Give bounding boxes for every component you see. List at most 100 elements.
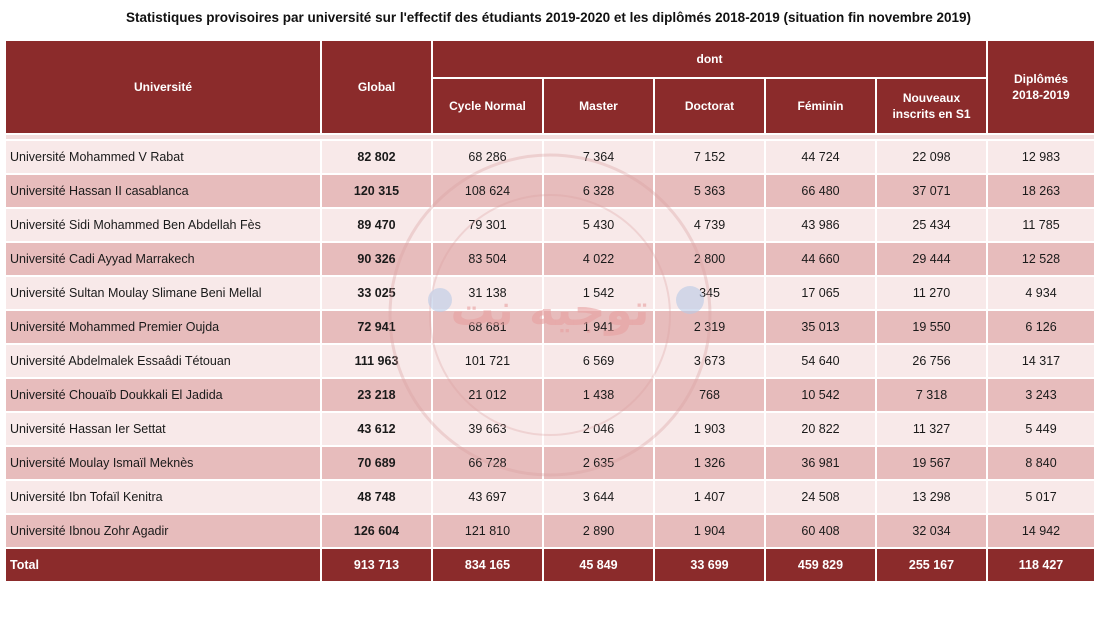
cell-name: Université Ibnou Zohr Agadir <box>4 513 322 549</box>
cell-global: 913 713 <box>320 547 433 583</box>
cell-nouveaux: 11 270 <box>875 275 988 311</box>
cell-cycle: 39 663 <box>431 411 544 447</box>
cell-feminin: 10 542 <box>764 377 877 413</box>
table-row: Université Hassan II casablanca 120 315 10… <box>4 173 1096 209</box>
cell-master: 5 430 <box>542 207 655 243</box>
table-row: Université Abdelmalek Essaâdi Tétouan 111… <box>4 343 1096 379</box>
cell-nouveaux: 19 567 <box>875 445 988 481</box>
cell-cycle: 68 681 <box>431 309 544 345</box>
cell-nouveaux: 26 756 <box>875 343 988 379</box>
header-doctorat: Doctorat <box>653 77 766 135</box>
header-dont: dont <box>431 39 988 79</box>
cell-global: 111 963 <box>320 343 433 379</box>
cell-nouveaux: 13 298 <box>875 479 988 515</box>
cell-feminin: 43 986 <box>764 207 877 243</box>
cell-nouveaux: 19 550 <box>875 309 988 345</box>
table-row: Université Ibnou Zohr Agadir 126 604 121 8… <box>4 513 1096 549</box>
header-nouveaux: Nouveaux inscrits en S1 <box>875 77 988 135</box>
header-nouveaux-line1: Nouveaux <box>902 91 961 105</box>
cell-cycle: 101 721 <box>431 343 544 379</box>
cell-name: Université Sultan Moulay Slimane Beni Me… <box>4 275 322 311</box>
cell-diplomes: 14 942 <box>986 513 1096 549</box>
cell-feminin: 44 660 <box>764 241 877 277</box>
cell-global: 70 689 <box>320 445 433 481</box>
cell-global: 90 326 <box>320 241 433 277</box>
cell-cycle: 21 012 <box>431 377 544 413</box>
cell-feminin: 44 724 <box>764 139 877 175</box>
cell-name: Université Mohammed V Rabat <box>4 139 322 175</box>
statistics-table: Université Global dont Diplômés 2018-201… <box>4 39 1096 583</box>
cell-doctorat: 4 739 <box>653 207 766 243</box>
cell-feminin: 35 013 <box>764 309 877 345</box>
table-row: Université Moulay Ismaïl Meknès 70 689 66 … <box>4 445 1096 481</box>
cell-diplomes: 11 785 <box>986 207 1096 243</box>
cell-global: 126 604 <box>320 513 433 549</box>
cell-diplomes: 12 528 <box>986 241 1096 277</box>
spacer-row <box>4 133 1096 141</box>
cell-feminin: 66 480 <box>764 173 877 209</box>
cell-nouveaux: 25 434 <box>875 207 988 243</box>
cell-doctorat: 2 800 <box>653 241 766 277</box>
cell-master: 2 635 <box>542 445 655 481</box>
cell-name: Université Cadi Ayyad Marrakech <box>4 241 322 277</box>
cell-nouveaux: 255 167 <box>875 547 988 583</box>
cell-master: 3 644 <box>542 479 655 515</box>
header-diplomes: Diplômés 2018-2019 <box>986 39 1096 135</box>
header-diplomes-line2: 2018-2019 <box>1012 88 1070 102</box>
cell-name: Université Mohammed Premier Oujda <box>4 309 322 345</box>
table-row: Université Mohammed V Rabat 82 802 68 286 7… <box>4 139 1096 175</box>
cell-diplomes: 8 840 <box>986 445 1096 481</box>
header-nouveaux-line2: inscrits en S1 <box>892 107 971 121</box>
cell-nouveaux: 37 071 <box>875 173 988 209</box>
cell-global: 72 941 <box>320 309 433 345</box>
cell-name: Université Moulay Ismaïl Meknès <box>4 445 322 481</box>
cell-master: 4 022 <box>542 241 655 277</box>
cell-master: 6 328 <box>542 173 655 209</box>
cell-name: Université Sidi Mohammed Ben Abdellah Fè… <box>4 207 322 243</box>
table-row: Université Chouaïb Doukkali El Jadida 23 … <box>4 377 1096 413</box>
cell-diplomes: 3 243 <box>986 377 1096 413</box>
table-row: Université Ibn Tofaïl Kenitra 48 748 43 69… <box>4 479 1096 515</box>
cell-name: Total <box>4 547 322 583</box>
cell-cycle: 83 504 <box>431 241 544 277</box>
cell-master: 1 542 <box>542 275 655 311</box>
cell-global: 82 802 <box>320 139 433 175</box>
cell-name: Université Hassan II casablanca <box>4 173 322 209</box>
cell-global: 48 748 <box>320 479 433 515</box>
cell-name: Université Abdelmalek Essaâdi Tétouan <box>4 343 322 379</box>
total-row: Total 913 713 834 165 45 849 33 699 459 829 25… <box>4 547 1096 583</box>
cell-cycle: 31 138 <box>431 275 544 311</box>
cell-cycle: 79 301 <box>431 207 544 243</box>
cell-cycle: 121 810 <box>431 513 544 549</box>
cell-feminin: 60 408 <box>764 513 877 549</box>
cell-doctorat: 5 363 <box>653 173 766 209</box>
cell-master: 45 849 <box>542 547 655 583</box>
table-row: Université Mohammed Premier Oujda 72 941 6… <box>4 309 1096 345</box>
cell-global: 120 315 <box>320 173 433 209</box>
cell-cycle: 68 286 <box>431 139 544 175</box>
cell-diplomes: 12 983 <box>986 139 1096 175</box>
cell-feminin: 36 981 <box>764 445 877 481</box>
cell-global: 33 025 <box>320 275 433 311</box>
cell-nouveaux: 29 444 <box>875 241 988 277</box>
cell-cycle: 43 697 <box>431 479 544 515</box>
cell-name: Université Chouaïb Doukkali El Jadida <box>4 377 322 413</box>
page-title: Statistiques provisoires par université … <box>125 10 972 25</box>
cell-global: 43 612 <box>320 411 433 447</box>
cell-feminin: 20 822 <box>764 411 877 447</box>
cell-doctorat: 7 152 <box>653 139 766 175</box>
cell-master: 7 364 <box>542 139 655 175</box>
cell-doctorat: 33 699 <box>653 547 766 583</box>
cell-nouveaux: 22 098 <box>875 139 988 175</box>
cell-master: 1 438 <box>542 377 655 413</box>
cell-diplomes: 18 263 <box>986 173 1096 209</box>
cell-doctorat: 768 <box>653 377 766 413</box>
cell-global: 23 218 <box>320 377 433 413</box>
table-row: Université Cadi Ayyad Marrakech 90 326 83 … <box>4 241 1096 277</box>
spacer-cell <box>4 133 1096 141</box>
cell-name: Université Ibn Tofaïl Kenitra <box>4 479 322 515</box>
cell-feminin: 17 065 <box>764 275 877 311</box>
header-master: Master <box>542 77 655 135</box>
cell-feminin: 24 508 <box>764 479 877 515</box>
cell-nouveaux: 7 318 <box>875 377 988 413</box>
